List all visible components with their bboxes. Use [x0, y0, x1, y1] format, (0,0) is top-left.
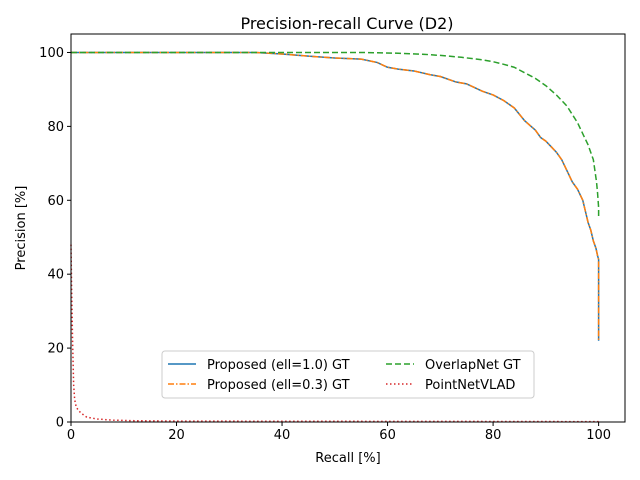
- x-axis-label: Recall [%]: [315, 451, 380, 466]
- legend-label: OverlapNet GT: [425, 358, 521, 373]
- legend-label: Proposed (ell=1.0) GT: [207, 358, 350, 373]
- x-tick-label: 0: [67, 428, 75, 443]
- y-tick-label: 20: [47, 342, 64, 357]
- y-axis-label: Precision [%]: [14, 186, 29, 271]
- chart-title: Precision-recall Curve (D2): [240, 14, 453, 33]
- y-tick-label: 0: [56, 416, 64, 431]
- series-line-pointnetvlad: [70, 244, 599, 423]
- plot-area: [70, 51, 600, 423]
- y-tick-label: 80: [47, 120, 64, 135]
- series-line-proposed-ell-0-3-gt: [71, 51, 600, 341]
- x-axis: 0 20 40 60 80 100: [67, 422, 611, 443]
- y-tick-label: 40: [47, 268, 64, 283]
- x-tick-label: 20: [168, 428, 185, 443]
- y-axis: 0 20 40 60 80 100: [39, 46, 71, 431]
- legend-label: Proposed (ell=0.3) GT: [207, 378, 350, 393]
- legend-label: PointNetVLAD: [425, 378, 515, 393]
- legend-box: [161, 350, 535, 399]
- series-line-overlapnet-gt: [71, 51, 600, 219]
- plot-frame: [70, 33, 626, 423]
- x-tick-label: 60: [379, 428, 396, 443]
- y-tick-label: 60: [47, 194, 64, 209]
- y-tick-label: 100: [39, 46, 64, 61]
- x-tick-label: 80: [485, 428, 502, 443]
- legend: Proposed (ell=1.0) GT Proposed (ell=0.3) …: [161, 350, 535, 399]
- x-tick-label: 40: [274, 428, 291, 443]
- x-tick-label: 100: [586, 428, 611, 443]
